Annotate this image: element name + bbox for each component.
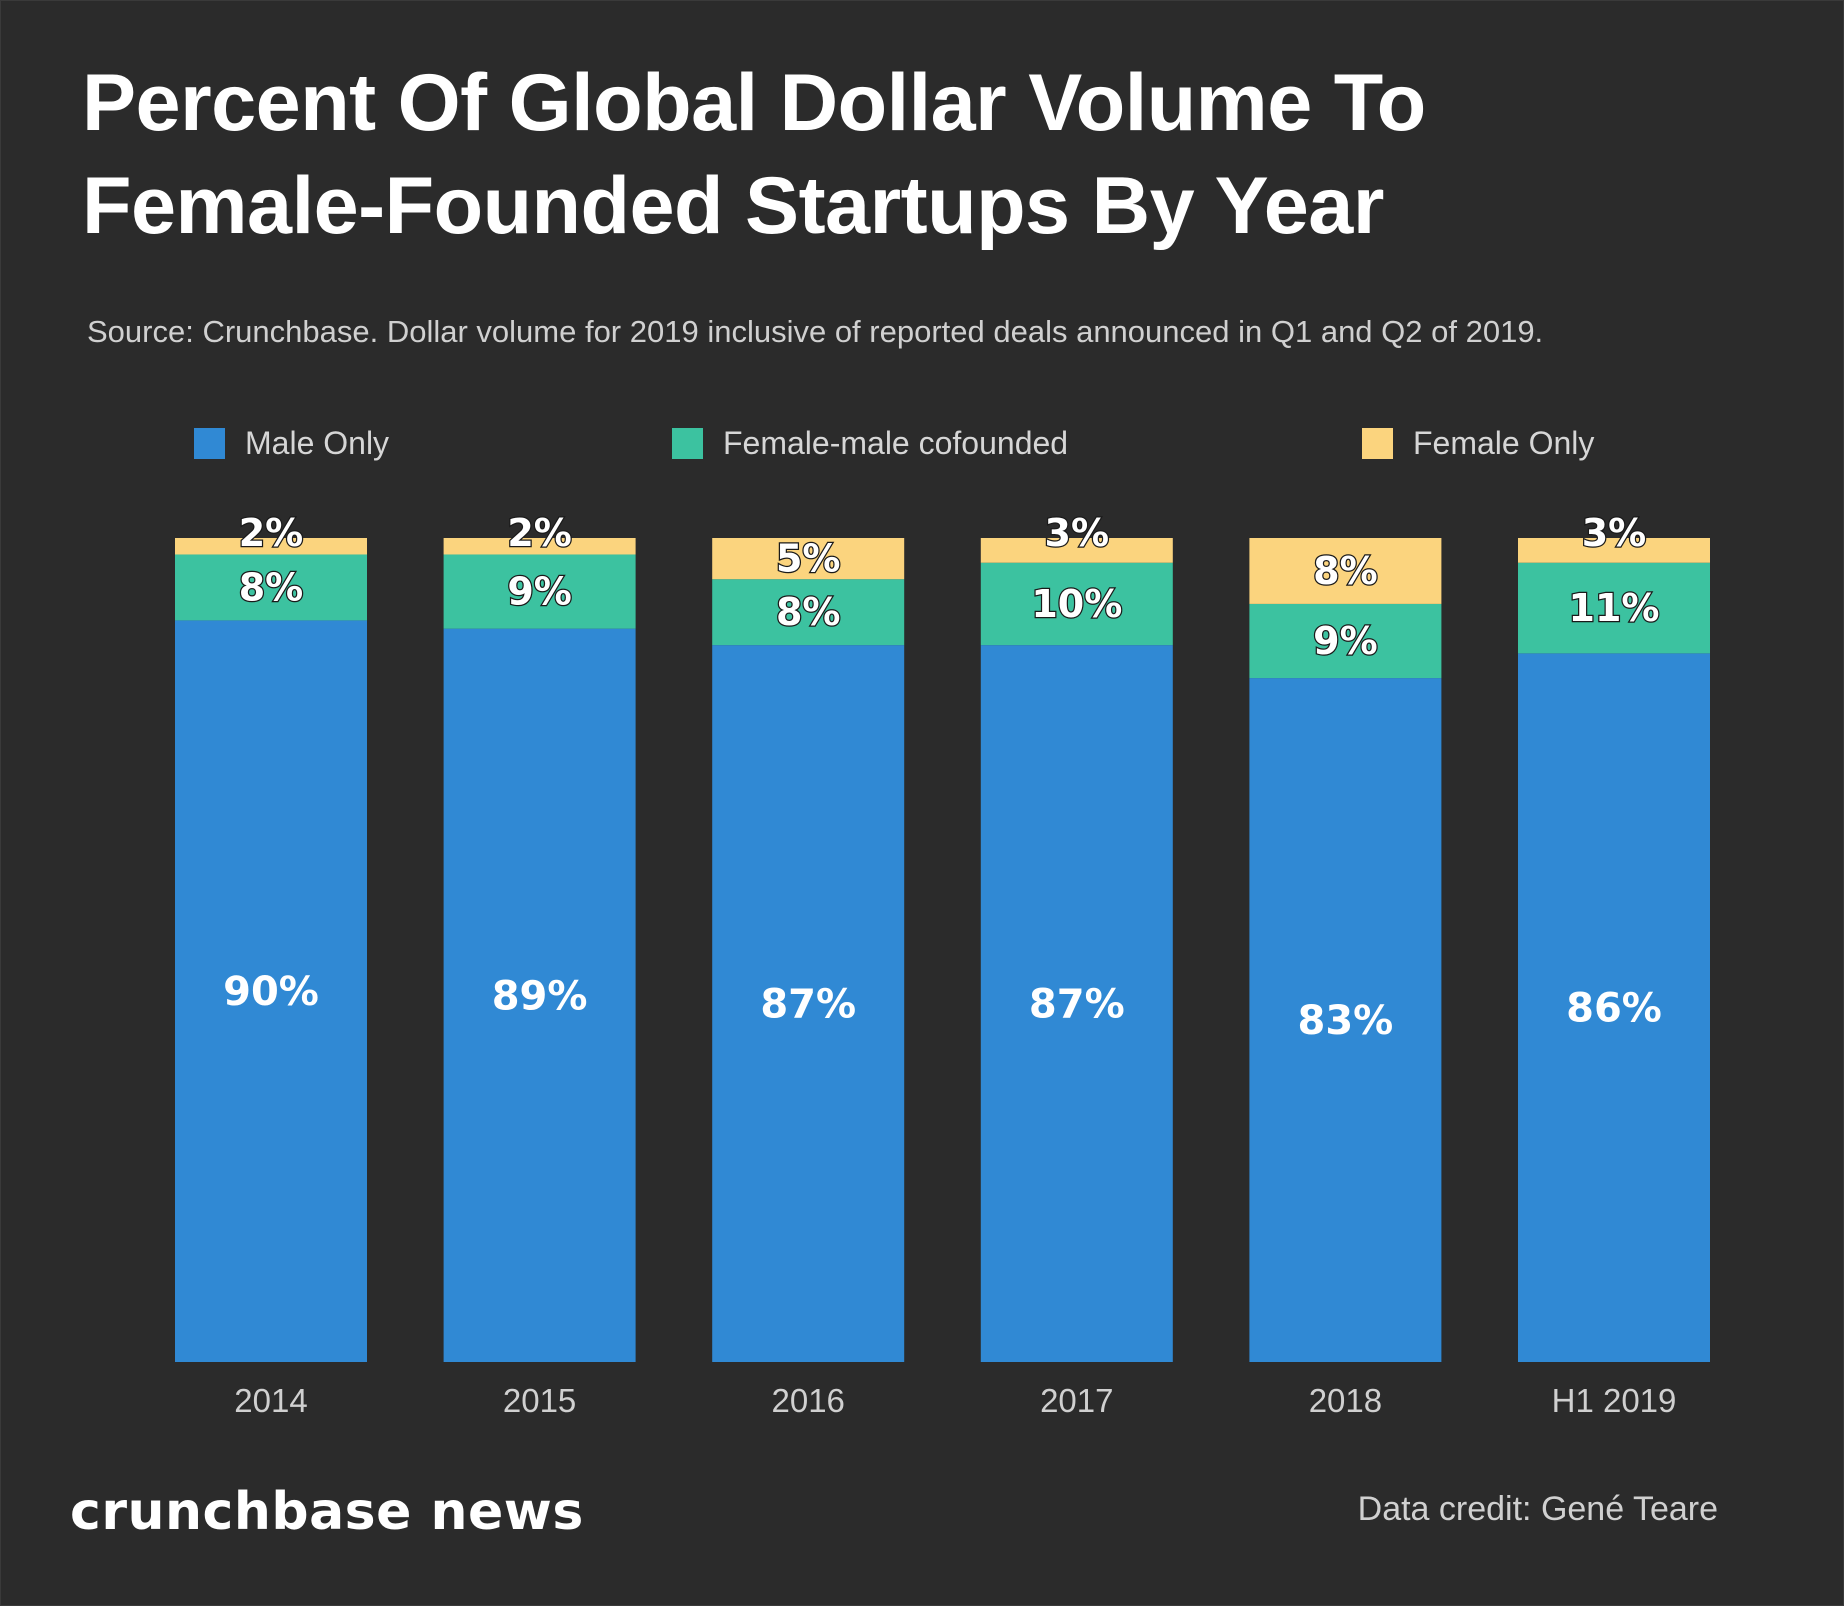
- x-tick-label-5: H1 2019: [1552, 1382, 1677, 1419]
- legend-item-female-only: Female Only: [1362, 424, 1595, 461]
- data-label-female-male-cofounded-2: 8%: [776, 590, 841, 634]
- data-label-male-only-4: 83%: [1298, 998, 1394, 1044]
- data-label-male-only-2: 87%: [760, 982, 856, 1028]
- data-label-female-male-cofounded-1: 9%: [507, 570, 572, 614]
- data-label-female-only-5: 3%: [1582, 511, 1647, 555]
- bar-female-only-5: [1518, 538, 1710, 563]
- data-label-female-male-cofounded-4: 9%: [1313, 619, 1378, 663]
- bar-female-only-4: [1249, 538, 1442, 604]
- bar-female-only-2: [712, 538, 905, 580]
- bar-female-male-cofounded-1: [443, 554, 636, 629]
- chart-source-note: Source: Crunchbase. Dollar volume for 20…: [87, 314, 1544, 349]
- chart-title-line-1: Percent Of Global Dollar Volume To: [82, 58, 1426, 148]
- chart-title: Percent Of Global Dollar Volume To Femal…: [82, 52, 1762, 258]
- data-label-female-male-cofounded-0: 8%: [239, 565, 304, 609]
- data-label-female-only-4: 8%: [1313, 549, 1378, 593]
- data-label-female-male-cofounded-3: 10%: [1031, 582, 1122, 626]
- bar-male-only-2: [712, 645, 905, 1362]
- bar-male-only-3: [980, 645, 1173, 1362]
- data-label-female-only-3: 3%: [1045, 511, 1110, 555]
- data-label-female-only-0: 2%: [239, 511, 304, 555]
- bar-male-only-0: [175, 620, 367, 1362]
- bar-female-male-cofounded-0: [175, 554, 367, 621]
- data-label-male-only-1: 89%: [492, 973, 588, 1019]
- x-tick-label-2: 2016: [771, 1382, 844, 1419]
- legend-swatch-female-only: [1362, 427, 1393, 459]
- legend-swatch-male-only: [194, 427, 225, 459]
- legend-label-male-only: Male Only: [245, 424, 390, 461]
- brand-logo-text: crunchbase news: [70, 1482, 584, 1542]
- data-label-male-only-3: 87%: [1029, 982, 1125, 1028]
- x-tick-label-0: 2014: [234, 1382, 307, 1419]
- bar-female-only-1: [443, 538, 636, 555]
- data-credit: Data credit: Gené Teare: [1357, 1490, 1718, 1528]
- chart-title-line-2: Female-Founded Startups By Year: [82, 161, 1384, 251]
- legend-label-female-male-cofounded: Female-male cofounded: [723, 424, 1069, 461]
- data-label-male-only-5: 86%: [1566, 986, 1662, 1032]
- legend-swatch-female-male-cofounded: [672, 427, 703, 459]
- data-label-female-only-1: 2%: [507, 511, 572, 555]
- data-label-female-only-2: 5%: [776, 537, 841, 581]
- bar-female-male-cofounded-5: [1518, 562, 1710, 654]
- bar-female-male-cofounded-4: [1249, 603, 1442, 679]
- bar-male-only-4: [1249, 678, 1442, 1362]
- legend-item-male-only: Male Only: [194, 424, 390, 461]
- bar-female-only-3: [980, 538, 1173, 563]
- bar-male-only-5: [1518, 653, 1710, 1362]
- legend-label-female-only: Female Only: [1413, 424, 1595, 461]
- bar-female-only-0: [175, 538, 367, 555]
- x-tick-label-4: 2018: [1309, 1382, 1382, 1419]
- bar-male-only-1: [443, 628, 636, 1362]
- legend-item-female-male-cofounded: Female-male cofounded: [672, 424, 1069, 461]
- x-tick-label-3: 2017: [1040, 1382, 1113, 1419]
- x-tick-label-1: 2015: [503, 1382, 576, 1419]
- data-label-female-male-cofounded-5: 11%: [1569, 586, 1660, 630]
- bar-female-male-cofounded-3: [980, 562, 1173, 646]
- bar-female-male-cofounded-2: [712, 579, 905, 646]
- data-label-male-only-0: 90%: [223, 969, 319, 1015]
